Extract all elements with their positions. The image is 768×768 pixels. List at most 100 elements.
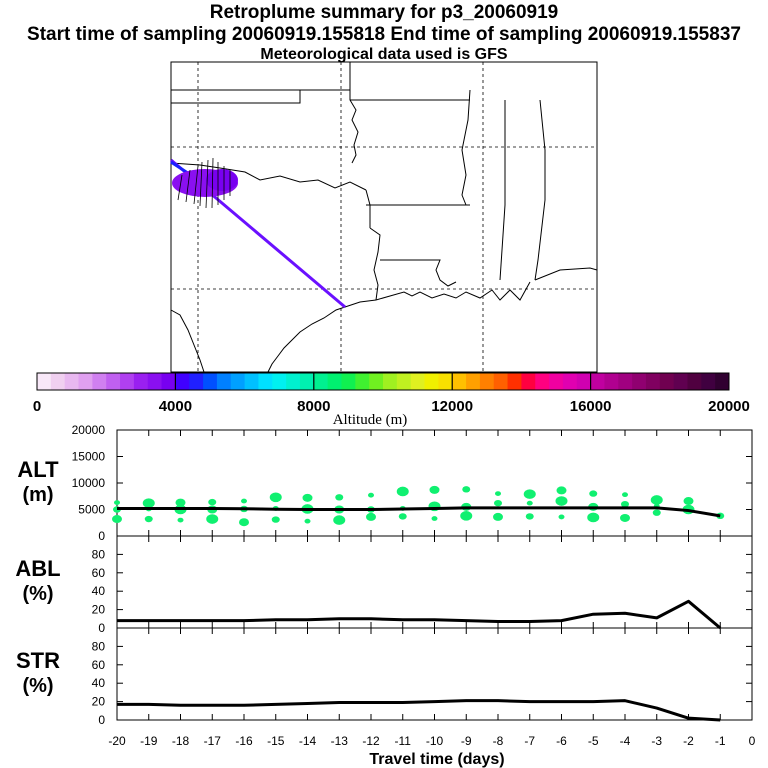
colorbar-swatch <box>438 373 453 390</box>
y-tick-label: 60 <box>92 566 106 580</box>
altitude-dot <box>112 515 122 524</box>
y-tick-label: 40 <box>92 676 106 690</box>
colorbar-frame <box>36 372 730 391</box>
map-borders <box>170 62 598 373</box>
altitude-dot <box>621 501 629 508</box>
colorbar-swatch <box>410 373 426 390</box>
altitude-dot <box>495 491 501 496</box>
panel-alt: 20000 15000 10000 5000 0 ALT(m) <box>17 423 753 543</box>
altitude-dot <box>114 500 120 506</box>
y-tick-label: 40 <box>92 584 106 598</box>
colorbar-tick-label: 0 <box>33 398 41 415</box>
altitude-dot <box>429 485 440 494</box>
x-tick-label: -18 <box>172 734 190 748</box>
colorbar-tick-label: 8000 <box>297 398 330 415</box>
x-tick-label: -14 <box>299 734 317 748</box>
colorbar-swatch <box>493 373 509 390</box>
altitude-dot <box>366 512 376 521</box>
colorbar-swatch <box>673 373 688 390</box>
x-tick-label: -15 <box>267 734 285 748</box>
altitude-dot <box>556 486 567 495</box>
altitude-dot <box>494 499 502 507</box>
colorbar-swatch <box>106 373 121 390</box>
x-tick-label: -8 <box>493 734 504 748</box>
panel-ylabel: ALT <box>17 457 59 482</box>
x-tick-label: 0 <box>749 734 756 748</box>
y-tick-label: 80 <box>92 547 106 561</box>
panel-abl: 80 60 40 20 0 ABL(%) <box>15 535 753 635</box>
altitude-dot <box>555 496 568 506</box>
colorbar-swatch <box>133 373 149 390</box>
altitude-dot <box>304 518 311 524</box>
colorbar-swatch <box>299 373 315 390</box>
colorbar-swatch <box>161 373 176 390</box>
altitude-dot <box>558 514 565 520</box>
colorbar-swatch <box>549 373 564 390</box>
sampling-times: Start time of sampling 20060919.155818 E… <box>27 24 741 45</box>
colorbar-swatch <box>369 373 384 390</box>
x-tick-label: -19 <box>140 734 158 748</box>
altitude-dot <box>398 513 407 520</box>
panel-str: 80 60 40 20 0 STR(%) <box>16 627 753 727</box>
colorbar-tick-label: 16000 <box>570 398 612 415</box>
y-tick-label: 15000 <box>72 450 106 464</box>
map-frame <box>170 61 598 373</box>
y-tick-label: 10000 <box>72 476 106 490</box>
altitude-dot <box>683 497 694 506</box>
colorbar-swatch <box>687 373 702 390</box>
altitude-dot <box>622 492 628 498</box>
colorbar-swatch <box>37 373 52 390</box>
x-tick-label: -11 <box>395 734 412 748</box>
colorbar-swatch <box>701 373 716 390</box>
x-tick-label: -6 <box>556 734 567 748</box>
colorbar-swatch <box>507 373 522 390</box>
panel-frame <box>116 535 753 629</box>
met-data-note: Meteorological data used is GFS <box>260 46 508 63</box>
y-tick-label: 20 <box>92 695 106 709</box>
altitude-dot <box>589 490 598 497</box>
plume-cluster <box>172 157 238 209</box>
altitude-dot <box>462 486 471 493</box>
colorbar-swatch <box>92 373 107 390</box>
altitude-dot <box>652 509 661 516</box>
colorbar-swatch <box>64 373 80 390</box>
colorbar-swatch <box>604 373 619 390</box>
altitude-dot <box>175 498 186 507</box>
colorbar-tick-labels: 0 4000 8000 12000 16000 20000 <box>33 373 750 415</box>
y-tick-label: 0 <box>98 621 105 635</box>
altitude-dot <box>587 512 600 523</box>
time-series-panels: 20000150001000050000ALT(m)806040200ABL(%… <box>15 423 755 748</box>
x-tick-label: -1 <box>715 734 726 748</box>
altitude-dot <box>523 489 536 499</box>
x-tick-label: -20 <box>108 734 126 748</box>
x-tick-label: -3 <box>651 734 662 748</box>
x-tick-label: -12 <box>362 734 380 748</box>
colorbar-swatch <box>189 373 204 390</box>
colorbar-swatch <box>230 373 246 390</box>
colorbar-swatch <box>286 373 301 390</box>
x-tick-label: -16 <box>235 734 253 748</box>
altitude-dot <box>239 518 249 527</box>
altitude-dot <box>335 494 344 501</box>
colorbar-swatch <box>383 373 398 390</box>
x-tick-label: -2 <box>683 734 694 748</box>
x-tick-label: -13 <box>331 734 349 748</box>
colorbar-swatch <box>216 373 232 390</box>
x-tick-labels: -20 -19 -18 -17 -16 -15 -14 -13 -12 -11 -10 -9 -8 -7-… <box>108 734 755 748</box>
y-tick-label: 20 <box>92 603 106 617</box>
altitude-dot <box>368 492 374 498</box>
colorbar-swatch <box>466 373 481 390</box>
altitude-dot <box>526 500 533 506</box>
series-line <box>117 506 721 518</box>
colorbar-swatch <box>590 373 605 390</box>
altitude-dot <box>269 492 282 503</box>
altitude-dot <box>620 513 630 522</box>
colorbar-label: Altitude (m) <box>333 412 408 428</box>
colorbar-swatch <box>562 373 578 390</box>
panel-ylabel: STR <box>16 648 60 673</box>
colorbar-swatch <box>396 373 412 390</box>
colorbar-swatch <box>645 373 661 390</box>
colorbar-swatch <box>203 373 218 390</box>
altitude-dot <box>144 515 153 523</box>
